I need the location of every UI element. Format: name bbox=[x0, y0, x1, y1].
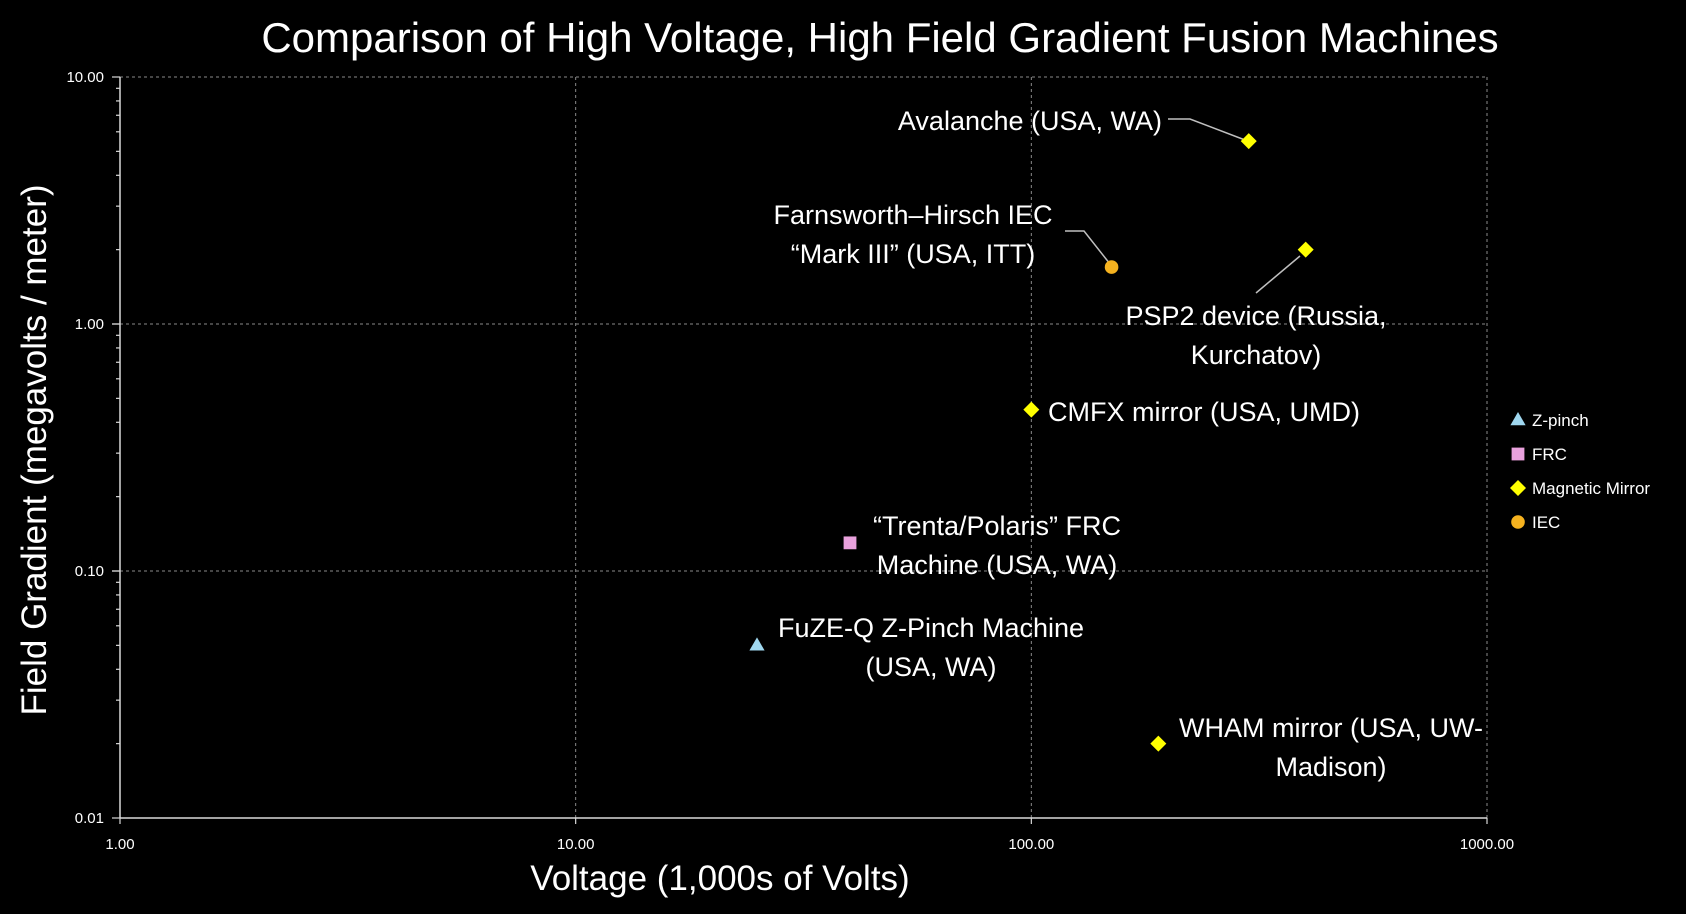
x-tick-label: 10.00 bbox=[557, 836, 595, 853]
legend-label: Z-pinch bbox=[1532, 411, 1589, 430]
data-point-label: “Trenta/Polaris” FRC Machine (USA, WA) bbox=[873, 511, 1121, 580]
data-point-label-line: FuZE-Q Z-Pinch Machine bbox=[778, 613, 1084, 643]
data-point-marker bbox=[1297, 241, 1314, 258]
y-axis-title: Field Gradient (megavolts / meter) bbox=[15, 184, 54, 715]
data-point-label: Avalanche (USA, WA) bbox=[898, 106, 1162, 136]
data-point-label-line: Madison) bbox=[1275, 752, 1386, 782]
data-point-marker bbox=[843, 536, 857, 550]
data-point-label-line: CMFX mirror (USA, UMD) bbox=[1048, 397, 1360, 427]
x-tick-label: 100.00 bbox=[1008, 836, 1054, 853]
data-points bbox=[749, 133, 1314, 752]
x-tick-label: 1.00 bbox=[105, 836, 134, 853]
leader-line bbox=[1065, 230, 1111, 265]
y-tick-label: 10.00 bbox=[66, 69, 104, 86]
x-tick-label: 1000.00 bbox=[1460, 836, 1514, 853]
data-point-label: PSP2 device (Russia, Kurchatov) bbox=[1125, 301, 1386, 370]
data-point-label: Farnsworth–Hirsch IEC “Mark III” (USA, IT… bbox=[773, 200, 1052, 269]
data-point-marker bbox=[1104, 260, 1119, 274]
axes bbox=[112, 76, 1488, 824]
data-point-label-line: WHAM mirror (USA, UW- bbox=[1179, 713, 1483, 743]
data-point-marker bbox=[749, 637, 765, 651]
data-point-label-line: Kurchatov) bbox=[1191, 340, 1322, 370]
legend: Z-pinch FRC Magnetic Mirror IEC bbox=[1510, 411, 1650, 532]
legend-marker bbox=[1511, 515, 1525, 529]
leader-line bbox=[1168, 118, 1246, 141]
data-point-label-line: “Mark III” (USA, ITT) bbox=[791, 239, 1035, 269]
x-axis-title: Voltage (1,000s of Volts) bbox=[530, 859, 909, 898]
data-point-label-line: PSP2 device (Russia, bbox=[1125, 301, 1386, 331]
data-point-label-line: Farnsworth–Hirsch IEC bbox=[773, 200, 1052, 230]
data-point-label-line: Machine (USA, WA) bbox=[877, 550, 1118, 580]
legend-label: IEC bbox=[1532, 513, 1560, 532]
legend-marker bbox=[1510, 412, 1526, 426]
data-point-marker bbox=[1240, 133, 1257, 150]
data-point-label-line: Avalanche (USA, WA) bbox=[898, 106, 1162, 136]
data-point-marker bbox=[1150, 735, 1167, 752]
grid bbox=[120, 76, 1488, 818]
data-point-marker bbox=[1023, 401, 1040, 418]
leader-lines bbox=[1065, 118, 1301, 294]
legend-label: FRC bbox=[1532, 445, 1567, 464]
y-tick-label: 0.01 bbox=[75, 810, 104, 827]
data-point-label: WHAM mirror (USA, UW- Madison) bbox=[1179, 713, 1483, 782]
data-point-label-line: (USA, WA) bbox=[866, 652, 997, 682]
legend-marker bbox=[1511, 447, 1525, 461]
legend-label: Magnetic Mirror bbox=[1532, 479, 1650, 498]
y-tick-label: 0.10 bbox=[75, 563, 104, 580]
leader-line bbox=[1255, 255, 1301, 294]
tick-labels: 1.00 10.00 100.00 1000.00 0.01 0.10 1.00 10.00 bbox=[66, 69, 1514, 853]
legend-marker bbox=[1510, 480, 1526, 496]
data-point-label: FuZE-Q Z-Pinch Machine (USA, WA) bbox=[778, 613, 1084, 682]
y-tick-label: 1.00 bbox=[75, 316, 104, 333]
chart-title: Comparison of High Voltage, High Field G… bbox=[261, 14, 1498, 61]
data-point-label-line: “Trenta/Polaris” FRC bbox=[873, 511, 1121, 541]
point-labels: FuZE-Q Z-Pinch Machine (USA, WA) “Trenta/P… bbox=[773, 106, 1483, 782]
data-point-label: CMFX mirror (USA, UMD) bbox=[1048, 397, 1360, 427]
